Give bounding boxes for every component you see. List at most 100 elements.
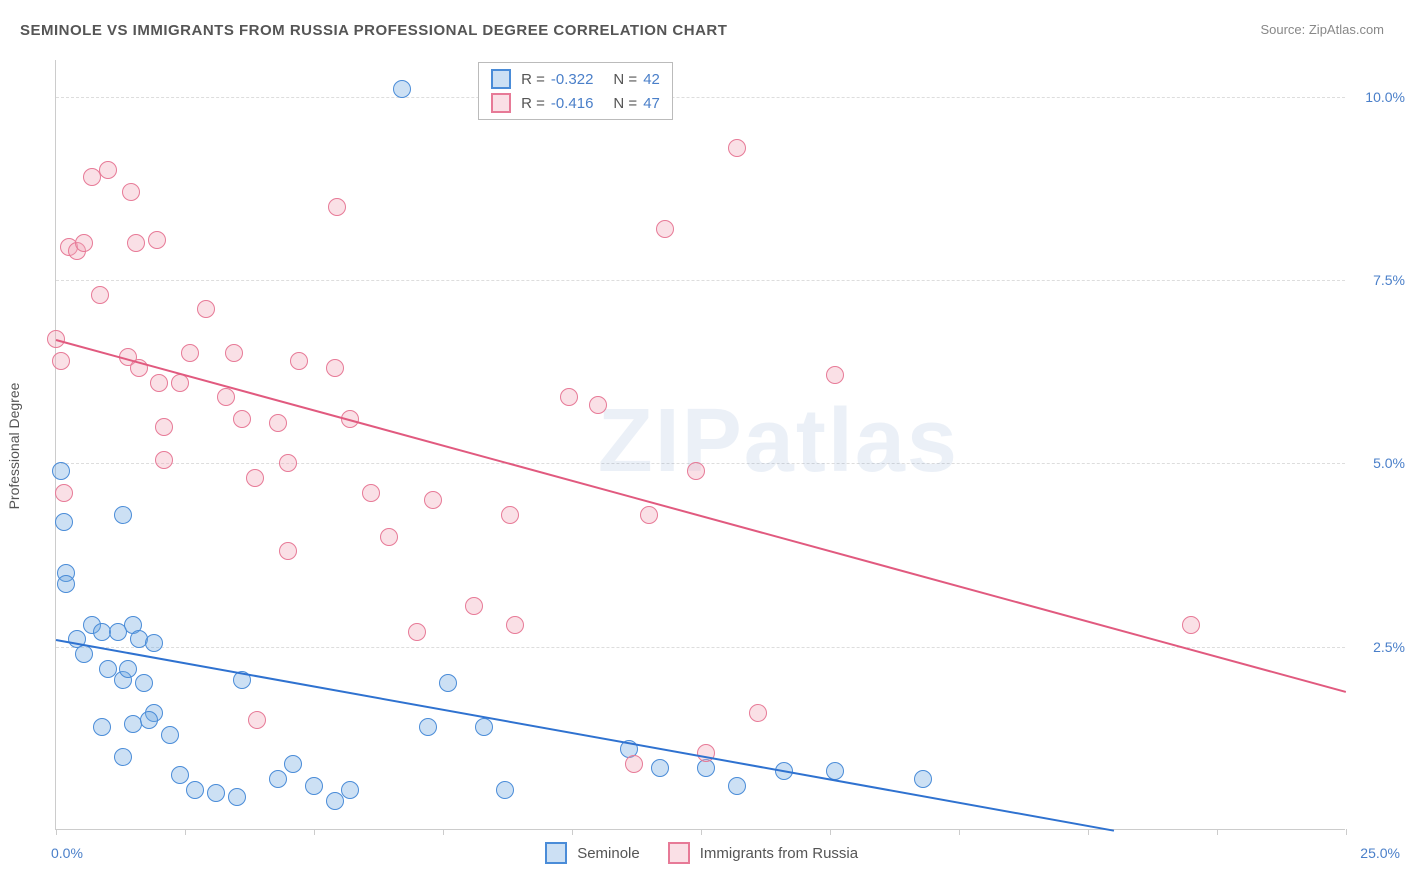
r-value: -0.416 xyxy=(551,95,594,112)
x-tick xyxy=(830,829,831,835)
scatter-point xyxy=(393,80,411,98)
trend-line xyxy=(56,339,1347,693)
scatter-point xyxy=(305,777,323,795)
scatter-point xyxy=(119,660,137,678)
y-tick-label: 7.5% xyxy=(1355,272,1405,288)
gridline xyxy=(56,280,1345,281)
scatter-point xyxy=(155,451,173,469)
x-tick xyxy=(701,829,702,835)
scatter-point xyxy=(279,542,297,560)
scatter-point xyxy=(161,726,179,744)
x-tick xyxy=(314,829,315,835)
series-legend: Seminole Immigrants from Russia xyxy=(545,842,876,864)
y-axis-label: Professional Degree xyxy=(6,383,22,510)
legend-swatch xyxy=(545,842,567,864)
scatter-point xyxy=(408,623,426,641)
y-tick-label: 2.5% xyxy=(1355,639,1405,655)
x-tick xyxy=(1346,829,1347,835)
scatter-point xyxy=(127,234,145,252)
x-tick xyxy=(959,829,960,835)
scatter-point xyxy=(57,575,75,593)
scatter-point xyxy=(914,770,932,788)
scatter-point xyxy=(625,755,643,773)
legend-label: Immigrants from Russia xyxy=(700,845,858,862)
scatter-point xyxy=(122,183,140,201)
y-tick-label: 10.0% xyxy=(1355,89,1405,105)
scatter-point xyxy=(589,396,607,414)
x-tick xyxy=(1088,829,1089,835)
x-tick-label-min: 0.0% xyxy=(51,845,83,861)
scatter-point xyxy=(496,781,514,799)
legend-label: Seminole xyxy=(577,845,640,862)
scatter-point xyxy=(55,513,73,531)
scatter-point xyxy=(91,286,109,304)
scatter-point xyxy=(269,770,287,788)
stats-row: R = -0.416 N = 47 xyxy=(491,91,660,115)
scatter-point xyxy=(114,748,132,766)
scatter-point xyxy=(687,462,705,480)
scatter-point xyxy=(114,506,132,524)
r-label: R = xyxy=(521,71,545,88)
scatter-point xyxy=(171,766,189,784)
scatter-point xyxy=(506,616,524,634)
x-tick xyxy=(443,829,444,835)
scatter-point xyxy=(290,352,308,370)
scatter-point xyxy=(246,469,264,487)
gridline xyxy=(56,97,1345,98)
scatter-point xyxy=(55,484,73,502)
scatter-point xyxy=(99,161,117,179)
scatter-point xyxy=(656,220,674,238)
scatter-point xyxy=(826,366,844,384)
n-label: N = xyxy=(613,71,637,88)
scatter-point xyxy=(284,755,302,773)
scatter-point xyxy=(75,645,93,663)
scatter-point xyxy=(145,634,163,652)
scatter-point xyxy=(186,781,204,799)
watermark: ZIPatlas xyxy=(598,390,959,493)
scatter-point xyxy=(439,674,457,692)
scatter-point xyxy=(135,674,153,692)
trend-line xyxy=(56,639,1114,832)
scatter-point xyxy=(150,374,168,392)
scatter-point xyxy=(228,788,246,806)
scatter-point xyxy=(380,528,398,546)
scatter-point xyxy=(217,388,235,406)
scatter-point xyxy=(465,597,483,615)
scatter-point xyxy=(279,454,297,472)
legend-swatch xyxy=(668,842,690,864)
scatter-point xyxy=(560,388,578,406)
x-tick xyxy=(572,829,573,835)
scatter-point xyxy=(328,198,346,216)
x-tick-label-max: 25.0% xyxy=(1360,845,1400,861)
scatter-point xyxy=(52,352,70,370)
scatter-point xyxy=(52,462,70,480)
gridline xyxy=(56,647,1345,648)
n-value: 47 xyxy=(643,95,660,112)
scatter-point xyxy=(1182,616,1200,634)
scatter-point xyxy=(424,491,442,509)
scatter-point xyxy=(225,344,243,362)
series-swatch xyxy=(491,69,511,89)
scatter-point xyxy=(341,781,359,799)
scatter-point xyxy=(501,506,519,524)
scatter-point xyxy=(475,718,493,736)
n-label: N = xyxy=(613,95,637,112)
scatter-point xyxy=(728,139,746,157)
scatter-point xyxy=(197,300,215,318)
scatter-point xyxy=(326,792,344,810)
scatter-point xyxy=(640,506,658,524)
x-tick xyxy=(185,829,186,835)
scatter-point xyxy=(419,718,437,736)
scatter-point xyxy=(269,414,287,432)
x-tick xyxy=(1217,829,1218,835)
source-label: Source: ZipAtlas.com xyxy=(1260,22,1384,37)
scatter-point xyxy=(75,234,93,252)
scatter-point xyxy=(326,359,344,377)
r-label: R = xyxy=(521,95,545,112)
scatter-point xyxy=(248,711,266,729)
x-tick xyxy=(56,829,57,835)
scatter-point xyxy=(233,410,251,428)
scatter-point xyxy=(181,344,199,362)
series-swatch xyxy=(491,93,511,113)
scatter-point xyxy=(362,484,380,502)
